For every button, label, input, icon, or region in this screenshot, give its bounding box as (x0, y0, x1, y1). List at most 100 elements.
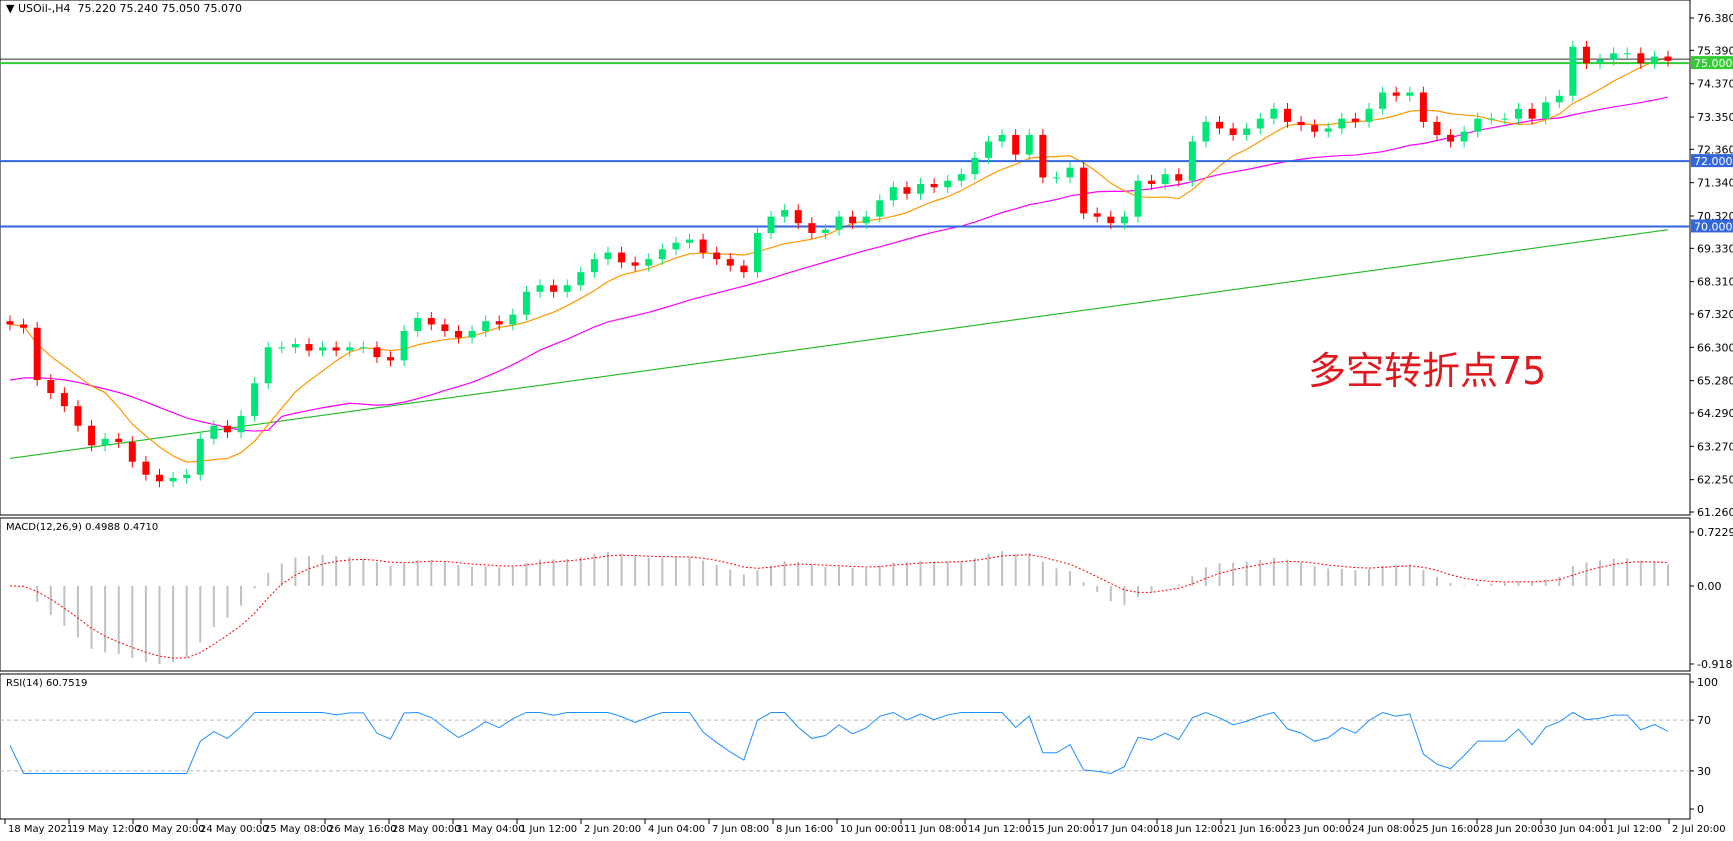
price-tick-label: 63.270 (1697, 440, 1733, 453)
candle-body (699, 239, 707, 253)
time-tick-label: 19 May 12:00 (72, 824, 141, 835)
candle-body (1460, 131, 1468, 142)
triangle-down-icon[interactable]: ▼ (6, 2, 15, 15)
time-tick-label: 7 Jun 08:00 (712, 824, 769, 835)
price-tick-label: 65.280 (1697, 375, 1733, 388)
candle-body (142, 461, 150, 475)
chart-header: ▼ USOil-,H4 75.220 75.240 75.050 75.070 (6, 2, 242, 15)
price-tick-label: 73.350 (1697, 111, 1733, 124)
candle-body (291, 344, 299, 348)
time-tick-label: 15 Jun 20:00 (1032, 824, 1096, 835)
time-tick-label: 30 Jun 04:00 (1544, 824, 1608, 835)
price-tick-label: 64.290 (1697, 407, 1733, 420)
time-tick-label: 2 Jun 20:00 (584, 824, 641, 835)
candle-body (618, 252, 626, 263)
candle-body (1392, 92, 1400, 96)
candle-body (1555, 95, 1563, 103)
candle-body (169, 478, 177, 482)
candle-body (305, 344, 313, 351)
symbol-label: USOil-,H4 (17, 2, 71, 15)
candle-body (1351, 118, 1359, 122)
candle-body (454, 330, 462, 338)
candle-body (319, 347, 327, 351)
candle-body (1419, 92, 1427, 122)
candle-body (849, 216, 857, 224)
candle-body (1487, 118, 1495, 120)
candle-body (971, 157, 979, 175)
candle-body (631, 262, 639, 266)
candle-body (1216, 121, 1224, 129)
price-tick-label: 72.360 (1697, 143, 1733, 156)
level-badge-label: 70.000 (1694, 220, 1733, 233)
level-badge-label: 72.000 (1694, 155, 1733, 168)
candle-body (1161, 174, 1169, 184)
candle-body (1120, 216, 1128, 224)
candle-body (88, 425, 96, 446)
level-badge (1691, 219, 1733, 233)
price-tick-label: 66.300 (1697, 341, 1733, 354)
level-badge (1691, 56, 1733, 70)
time-tick-label: 18 May 2021 (8, 824, 73, 835)
candle-body (1515, 108, 1523, 119)
candle-body (359, 347, 367, 349)
candle-body (509, 314, 517, 325)
candle-body (713, 252, 721, 260)
candle-body (400, 330, 408, 361)
candle-body (427, 317, 435, 325)
candle-body (1297, 121, 1305, 126)
candle-body (20, 324, 28, 328)
candle-body (1270, 108, 1278, 119)
candle-body (998, 134, 1006, 142)
candle-body (74, 406, 82, 426)
candle-body (1039, 134, 1047, 178)
candle-body (414, 317, 422, 331)
price-tick-label: 76.380 (1697, 12, 1733, 25)
time-tick-label: 28 May 00:00 (392, 824, 461, 835)
candle-body (726, 259, 734, 266)
candle-body (155, 474, 163, 482)
candle-body (577, 272, 585, 286)
candle-body (210, 425, 218, 439)
candle-body (1664, 56, 1672, 61)
candle-body (1202, 121, 1210, 142)
time-tick-label: 21 Jun 16:00 (1224, 824, 1288, 835)
candle-body (278, 347, 286, 349)
candle-body (1148, 180, 1156, 184)
candle-body (1569, 46, 1577, 96)
candle-body (495, 321, 503, 325)
candle-body (794, 210, 802, 224)
price-tick-label: 61.260 (1697, 506, 1733, 519)
candle-body (1324, 128, 1332, 132)
candle-body (957, 174, 965, 181)
candle-body (658, 249, 666, 260)
rsi-tick-label: 100 (1697, 676, 1718, 689)
main-panel (0, 0, 1691, 516)
candle-body (808, 223, 816, 233)
ohlc-readout: 75.220 75.240 75.050 75.070 (77, 2, 242, 15)
candle-body (1229, 128, 1237, 135)
candle-body (1610, 53, 1618, 60)
time-tick-label: 14 Jun 12:00 (968, 824, 1032, 835)
time-tick-label: 8 Jun 16:00 (776, 824, 833, 835)
candle-body (223, 425, 231, 433)
price-tick-label: 62.250 (1697, 474, 1733, 487)
time-tick-label: 25 May 08:00 (264, 824, 333, 835)
candle-body (6, 321, 14, 325)
time-tick-label: 11 Jun 08:00 (904, 824, 968, 835)
candle-body (183, 474, 191, 479)
candle-body (1283, 108, 1291, 122)
candle-body (1474, 118, 1482, 132)
ma-slow-line (9, 229, 1669, 460)
macd-panel (0, 517, 1691, 672)
candle-body (889, 187, 897, 201)
macd-tick-label: -0.9185 (1697, 658, 1733, 671)
candle-body (821, 229, 829, 233)
candle-body (47, 380, 55, 394)
time-tick-label: 1 Jun 12:00 (520, 824, 577, 835)
time-tick-label: 24 Jun 08:00 (1352, 824, 1416, 835)
candle-body (1528, 108, 1536, 119)
candle-body (60, 393, 68, 407)
time-tick-label: 1 Jul 12:00 (1608, 824, 1662, 835)
